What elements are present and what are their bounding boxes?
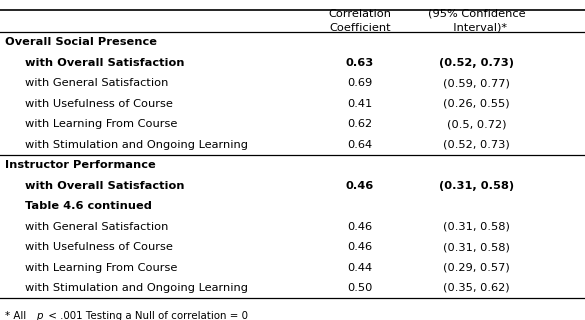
Text: p: p: [36, 311, 43, 320]
Text: with Usefulness of Course: with Usefulness of Course: [25, 99, 173, 109]
Text: (0.31, 0.58): (0.31, 0.58): [443, 221, 510, 232]
Text: 0.46: 0.46: [347, 242, 372, 252]
Text: 0.44: 0.44: [347, 262, 372, 273]
Text: with Stimulation and Ongoing Learning: with Stimulation and Ongoing Learning: [25, 283, 247, 293]
Text: 0.62: 0.62: [347, 119, 372, 129]
Text: (0.31, 0.58): (0.31, 0.58): [439, 180, 514, 191]
Text: Coefficient: Coefficient: [329, 23, 391, 33]
Text: (95% Confidence: (95% Confidence: [428, 9, 525, 19]
Text: Instructor Performance: Instructor Performance: [5, 160, 156, 170]
Text: 0.63: 0.63: [346, 58, 374, 68]
Text: (0.59, 0.77): (0.59, 0.77): [443, 78, 510, 88]
Text: (0.29, 0.57): (0.29, 0.57): [443, 262, 510, 273]
Text: with Usefulness of Course: with Usefulness of Course: [25, 242, 173, 252]
Text: 0.41: 0.41: [347, 99, 373, 109]
Text: Table 4.6 continued: Table 4.6 continued: [25, 201, 152, 211]
Text: with Overall Satisfaction: with Overall Satisfaction: [25, 58, 184, 68]
Text: 0.50: 0.50: [347, 283, 373, 293]
Text: (0.52, 0.73): (0.52, 0.73): [439, 58, 514, 68]
Text: 0.69: 0.69: [347, 78, 373, 88]
Text: (0.35, 0.62): (0.35, 0.62): [443, 283, 510, 293]
Text: with Overall Satisfaction: with Overall Satisfaction: [25, 180, 184, 191]
Text: Correlation: Correlation: [328, 9, 391, 19]
Text: with Learning From Course: with Learning From Course: [25, 119, 177, 129]
Text: (0.26, 0.55): (0.26, 0.55): [443, 99, 510, 109]
Text: Overall Social Presence: Overall Social Presence: [5, 37, 157, 47]
Text: * All: * All: [5, 311, 29, 320]
Text: 0.46: 0.46: [347, 221, 372, 232]
Text: (0.5, 0.72): (0.5, 0.72): [447, 119, 507, 129]
Text: with Stimulation and Ongoing Learning: with Stimulation and Ongoing Learning: [25, 140, 247, 150]
Text: with General Satisfaction: with General Satisfaction: [25, 78, 168, 88]
Text: Interval)*: Interval)*: [446, 23, 507, 33]
Text: with Learning From Course: with Learning From Course: [25, 262, 177, 273]
Text: 0.64: 0.64: [347, 140, 372, 150]
Text: (0.31, 0.58): (0.31, 0.58): [443, 242, 510, 252]
Text: (0.52, 0.73): (0.52, 0.73): [443, 140, 510, 150]
Text: with General Satisfaction: with General Satisfaction: [25, 221, 168, 232]
Text: 0.46: 0.46: [346, 180, 374, 191]
Text: < .001 Testing a Null of correlation = 0: < .001 Testing a Null of correlation = 0: [44, 311, 247, 320]
